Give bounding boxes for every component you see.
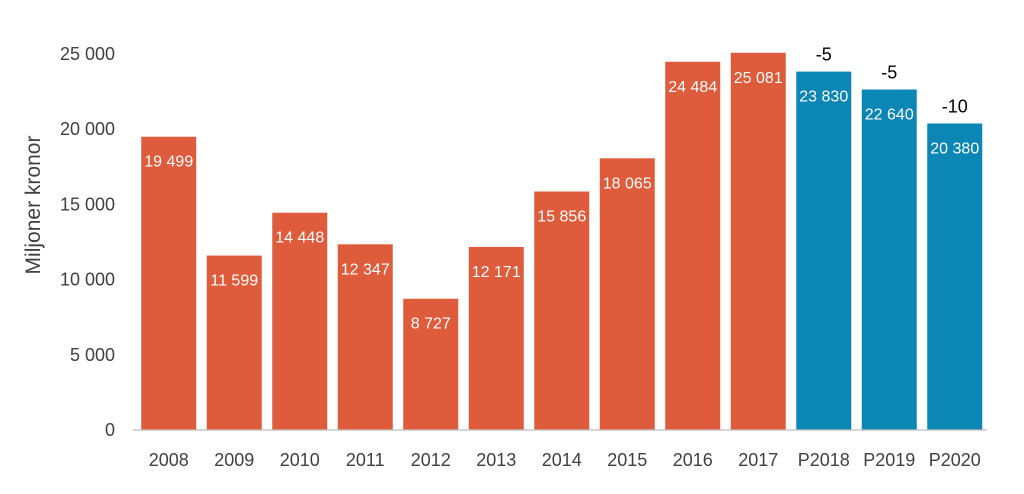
y-tick-label: 5 000: [70, 345, 115, 365]
data-label-P2018: 23 830: [799, 89, 848, 106]
x-tick-label-P2018: P2018: [798, 450, 850, 470]
y-tick-label: 25 000: [60, 44, 115, 64]
data-label-2011: 12 347: [341, 261, 390, 278]
bar-2016: [665, 61, 721, 430]
bar-P2019: [861, 89, 917, 431]
data-label-2013: 12 171: [472, 264, 521, 281]
x-tick-label-P2019: P2019: [863, 450, 915, 470]
x-axis-ticks: 2008 2009 2010 2011 2012 2013 2014 2015 2016 2017…: [149, 450, 981, 470]
bar-2012: [403, 298, 459, 430]
bar-2015: [599, 158, 655, 430]
y-tick-label: 20 000: [60, 119, 115, 139]
bar-2011: [337, 244, 393, 430]
data-label-P2020: 20 380: [930, 140, 979, 157]
x-tick-label-2009: 2009: [214, 450, 254, 470]
data-label-P2019: 22 640: [865, 106, 914, 123]
bars: 19 499 11 599 14 448 12 347 8 727 12 171 15 85…: [141, 45, 983, 431]
bar-2014: [534, 191, 590, 430]
bar-2013: [468, 246, 524, 430]
data-label-2010: 14 448: [275, 230, 324, 247]
x-tick-label-2014: 2014: [542, 450, 582, 470]
bar-P2018: [796, 71, 852, 430]
x-tick-label-2011: 2011: [346, 450, 385, 470]
x-tick-label-2015: 2015: [607, 450, 647, 470]
y-tick-label: 15 000: [60, 194, 115, 214]
y-tick-label: 10 000: [60, 270, 115, 290]
x-tick-label-P2020: P2020: [929, 450, 981, 470]
y-axis-label: Miljoner kronor: [22, 136, 45, 275]
bar-2010: [272, 212, 328, 430]
annotation-P2019: -5: [881, 62, 897, 82]
annotation-P2020: -10: [942, 96, 968, 116]
data-label-2008: 19 499: [144, 154, 193, 171]
x-tick-label-2012: 2012: [411, 450, 451, 470]
bar-2009: [206, 255, 262, 430]
annotation-P2018: -5: [816, 45, 832, 65]
bar-2008: [141, 136, 197, 430]
data-label-2012: 8 727: [411, 316, 451, 333]
data-label-2017: 25 081: [734, 70, 783, 87]
data-label-2014: 15 856: [537, 209, 586, 226]
x-tick-label-2013: 2013: [476, 450, 516, 470]
x-tick-label-2010: 2010: [280, 450, 320, 470]
y-axis-ticks: 0 5 000 10 000 15 000 20 000 25 000: [60, 44, 115, 440]
x-tick-label-2016: 2016: [673, 450, 713, 470]
bar-P2020: [927, 123, 983, 430]
y-tick-label: 0: [105, 420, 115, 440]
x-tick-label-2008: 2008: [149, 450, 189, 470]
bar-2017: [730, 52, 786, 430]
x-tick-label-2017: 2017: [738, 450, 778, 470]
data-label-2016: 24 484: [668, 79, 717, 96]
data-label-2009: 11 599: [210, 273, 258, 290]
data-label-2015: 18 065: [603, 175, 652, 192]
